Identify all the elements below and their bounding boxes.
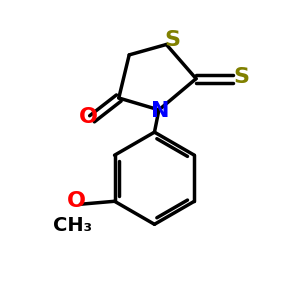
Text: O: O: [67, 191, 86, 211]
Text: S: S: [164, 30, 180, 50]
Text: N: N: [151, 101, 170, 122]
Text: CH₃: CH₃: [53, 215, 92, 235]
Text: S: S: [233, 67, 250, 87]
Text: O: O: [79, 107, 98, 127]
